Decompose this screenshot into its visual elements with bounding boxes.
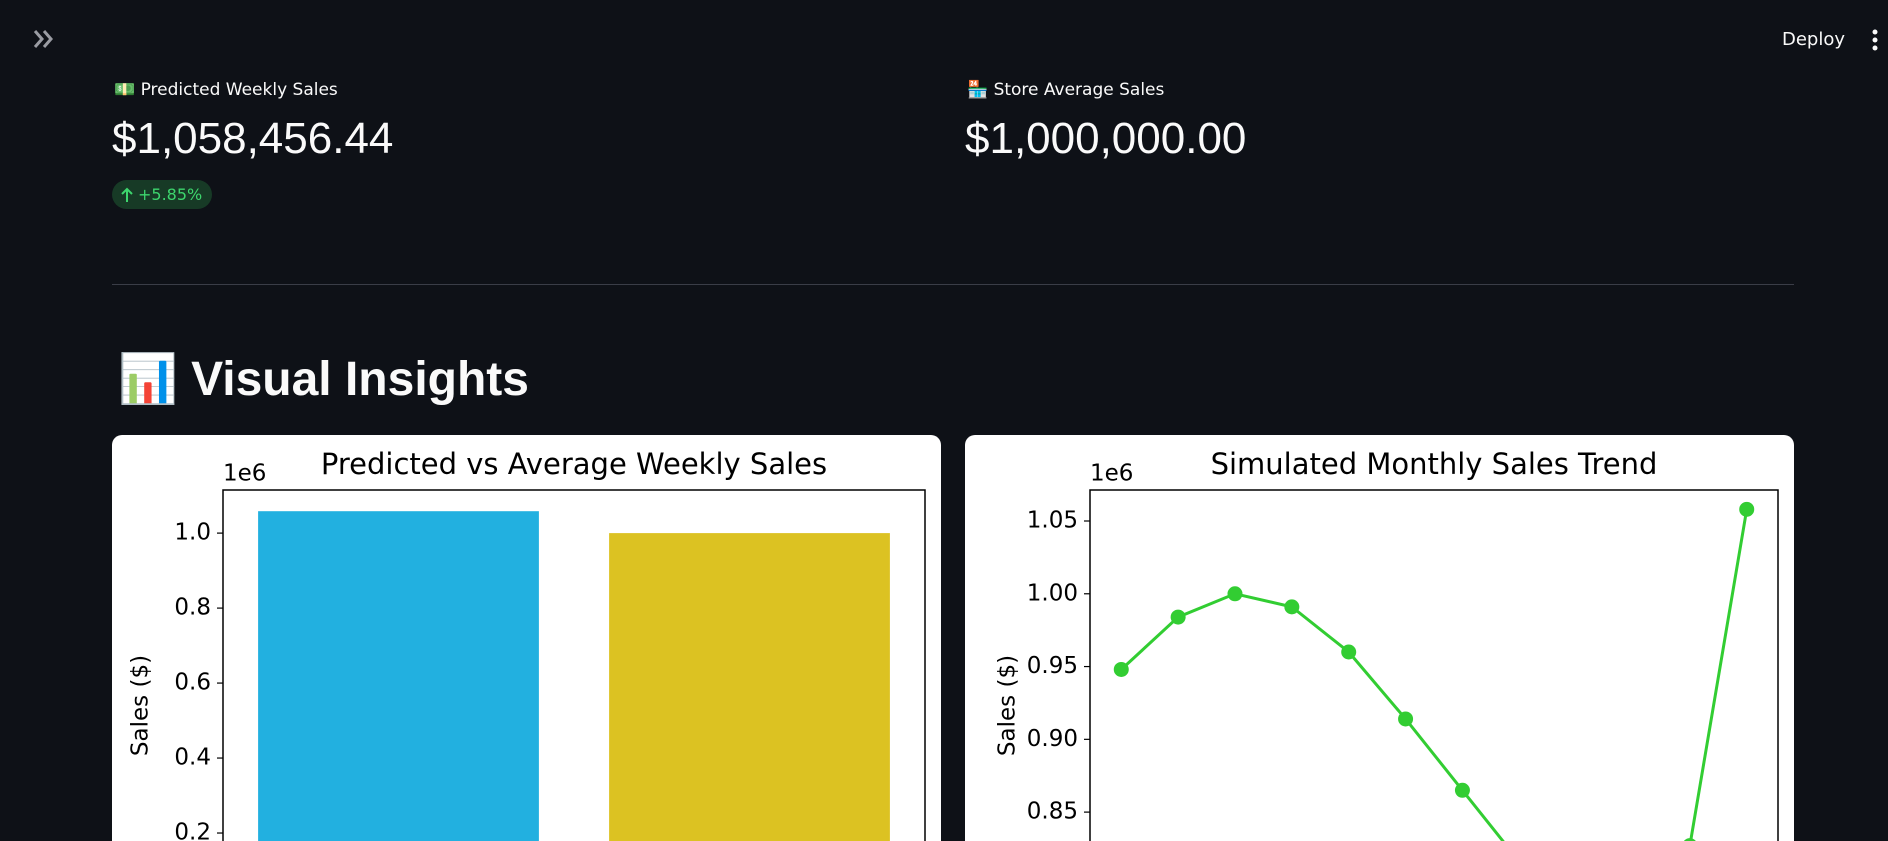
y-tick-label: 0.6 [174, 670, 211, 696]
bar [609, 533, 890, 841]
y-tick-label: 0.85 [1027, 799, 1078, 825]
chart-title: Simulated Monthly Sales Trend [1211, 447, 1658, 481]
menu-button[interactable] [1870, 28, 1880, 52]
y-tick-label: 0.8 [174, 595, 211, 621]
offset-text: 1e6 [223, 461, 266, 487]
divider [112, 284, 1794, 285]
offset-text: 1e6 [1090, 461, 1133, 487]
deploy-button[interactable]: Deploy [1782, 29, 1846, 50]
marker [1170, 609, 1186, 625]
marker [1113, 661, 1129, 677]
metric-value: $1,000,000.00 [965, 114, 1247, 163]
axes-frame [222, 489, 926, 841]
marker [1454, 782, 1470, 798]
y-tick-label: 1.00 [1027, 580, 1078, 606]
line [1120, 509, 1749, 841]
marker [1683, 838, 1696, 841]
marker [1227, 586, 1243, 602]
sidebar-toggle[interactable] [32, 28, 56, 50]
y-tick-label: 0.2 [174, 820, 211, 841]
metric-delta: +5.85% [112, 180, 213, 209]
y-axis-label: Sales ($) [995, 655, 1021, 756]
section-title: 📊 Visual Insights [118, 353, 529, 406]
metric-value: $1,058,456.44 [112, 114, 394, 163]
y-tick-label: 0.4 [174, 745, 211, 771]
marker [1284, 599, 1300, 615]
axes-frame [1089, 489, 1779, 841]
y-axis-label: Sales ($) [128, 655, 154, 756]
chart-title: Predicted vs Average Weekly Sales [321, 447, 827, 481]
metric-label: 💵 Predicted Weekly Sales [114, 80, 338, 100]
y-tick-label: 1.0 [174, 520, 211, 546]
marker [1398, 711, 1414, 727]
delta-text: +5.85% [138, 185, 203, 204]
delta-arrow [121, 187, 133, 202]
y-tick-label: 0.95 [1027, 653, 1078, 679]
marker [1739, 501, 1755, 517]
metric-label: 🏪 Store Average Sales [967, 80, 1165, 100]
chart-card [965, 435, 1794, 841]
marker [1341, 644, 1357, 660]
bar [258, 511, 539, 841]
y-tick-label: 1.05 [1027, 508, 1078, 534]
y-tick-label: 0.90 [1027, 726, 1078, 752]
